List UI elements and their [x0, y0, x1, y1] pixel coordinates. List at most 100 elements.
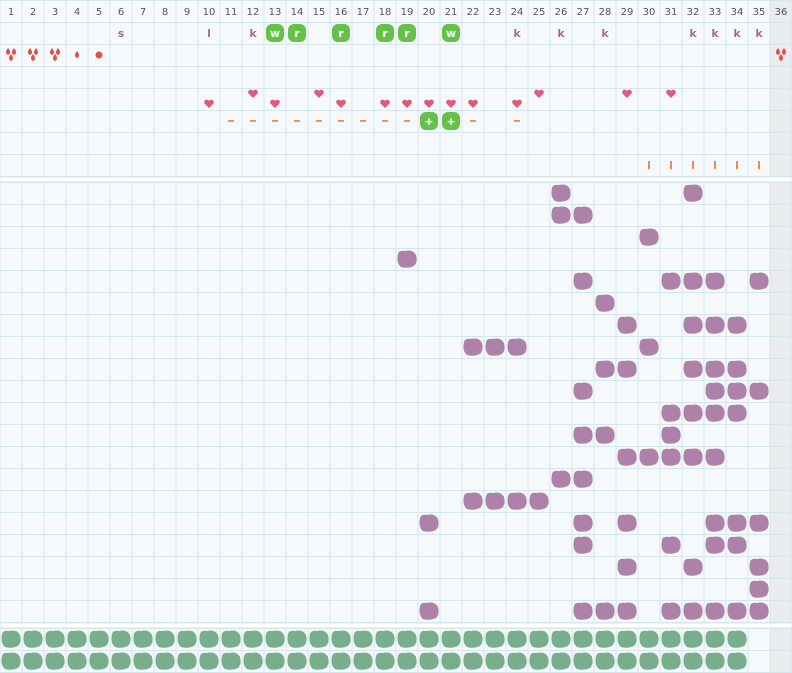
blob — [595, 630, 615, 648]
letter: k — [513, 27, 521, 40]
column-number: 10 — [203, 7, 216, 18]
blob — [309, 652, 329, 670]
blob — [397, 250, 417, 268]
blob — [573, 652, 593, 670]
suit-icon — [9, 54, 13, 61]
column-number: 17 — [357, 7, 370, 18]
blob — [573, 602, 593, 620]
blob — [529, 630, 549, 648]
column-number: 18 — [379, 7, 392, 18]
letter: k — [755, 27, 763, 40]
column-number: 27 — [577, 7, 590, 18]
blob — [243, 652, 263, 670]
blob — [573, 514, 593, 532]
column-number: 15 — [313, 7, 326, 18]
dash — [382, 120, 388, 122]
dash — [338, 120, 344, 122]
blob — [639, 630, 659, 648]
plus: + — [424, 115, 433, 128]
heart — [534, 89, 544, 98]
blob — [705, 448, 725, 466]
blob — [573, 470, 593, 488]
letter-badge — [376, 24, 394, 42]
heart — [336, 99, 346, 108]
blob — [155, 630, 175, 648]
column-number: 24 — [511, 7, 524, 18]
blob — [727, 514, 747, 532]
letter: r — [338, 27, 344, 40]
column-number: 26 — [555, 7, 568, 18]
dash — [294, 120, 300, 122]
blob — [573, 536, 593, 554]
blob — [199, 630, 219, 648]
blob — [485, 652, 505, 670]
blob — [595, 360, 615, 378]
heart — [204, 99, 214, 108]
blob — [617, 602, 637, 620]
column-number: 13 — [269, 7, 282, 18]
blob — [661, 652, 681, 670]
letter: k — [601, 27, 609, 40]
blob — [507, 630, 527, 648]
blob — [67, 630, 87, 648]
suit-icon — [782, 48, 786, 55]
heart — [666, 89, 676, 98]
suit-icon — [12, 48, 16, 55]
blob — [177, 652, 197, 670]
bar-icon — [758, 161, 760, 169]
blob — [199, 652, 219, 670]
blob — [705, 630, 725, 648]
blob — [463, 338, 483, 356]
blob — [89, 652, 109, 670]
column-number: 22 — [467, 7, 480, 18]
blob — [749, 514, 769, 532]
bar-icon — [714, 161, 716, 169]
column-number: 21 — [445, 7, 458, 18]
blob — [133, 630, 153, 648]
blob — [661, 404, 681, 422]
blob — [287, 630, 307, 648]
heart — [446, 99, 456, 108]
heart — [314, 89, 324, 98]
blob — [397, 630, 417, 648]
suit-icon — [6, 48, 10, 55]
blob — [727, 382, 747, 400]
blob — [683, 630, 703, 648]
blob — [243, 630, 263, 648]
blob — [749, 558, 769, 576]
column-number: 9 — [184, 7, 190, 18]
blob — [727, 316, 747, 334]
blob — [67, 652, 87, 670]
column-number: 11 — [225, 7, 238, 18]
heart — [270, 99, 280, 108]
blob — [661, 602, 681, 620]
blob — [45, 630, 65, 648]
blob — [265, 630, 285, 648]
letter: l — [207, 27, 211, 40]
column-number: 1 — [8, 7, 14, 18]
blob — [507, 652, 527, 670]
blob — [375, 630, 395, 648]
blob — [595, 294, 615, 312]
blob — [727, 630, 747, 648]
letter: k — [711, 27, 719, 40]
blob — [617, 558, 637, 576]
blob — [727, 360, 747, 378]
heart — [424, 99, 434, 108]
dash — [316, 120, 322, 122]
letter: k — [557, 27, 565, 40]
dash — [272, 120, 278, 122]
blob — [419, 602, 439, 620]
column-number: 5 — [96, 7, 102, 18]
blob — [507, 338, 527, 356]
dash — [470, 120, 476, 122]
letter: k — [249, 27, 257, 40]
blob — [661, 272, 681, 290]
suit-icon — [95, 51, 103, 59]
column-number: 33 — [709, 7, 722, 18]
blob — [463, 492, 483, 510]
blob — [419, 652, 439, 670]
suit-icon — [56, 48, 60, 55]
column-number: 8 — [162, 7, 168, 18]
